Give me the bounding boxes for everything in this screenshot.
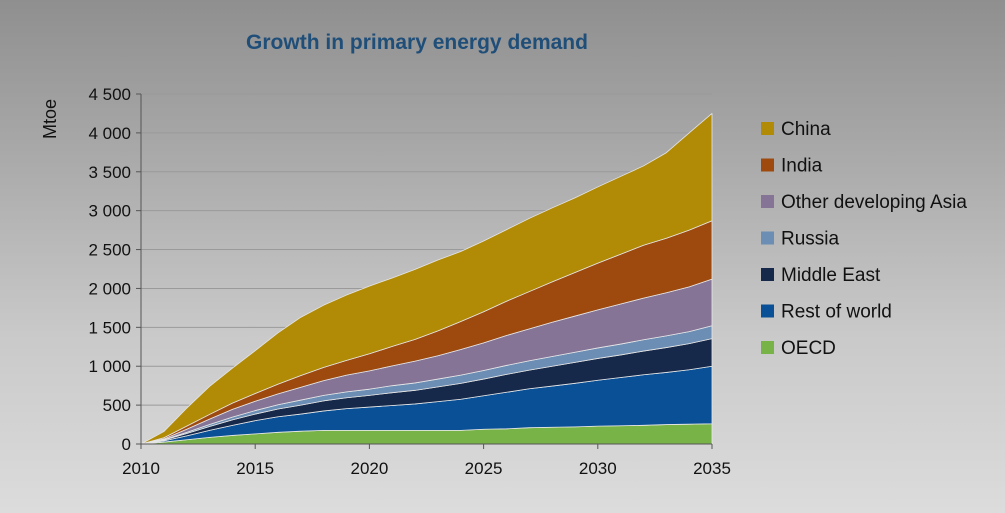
legend-label: Rest of world [781,302,892,323]
y-tick-label: 1 000 [88,357,131,376]
legend-item-china: China [761,119,831,140]
legend-swatch [761,158,774,172]
x-tick-label: 2015 [236,459,274,478]
legend-label: Russia [781,229,840,250]
legend-swatch [761,304,774,318]
legend-swatch [761,341,774,354]
y-tick-label: 3 000 [88,202,131,221]
legend-label: Other developing Asia [781,192,967,213]
y-tick-label: 500 [103,396,131,415]
legend-item-india: India [761,156,823,177]
x-tick-label: 2030 [579,459,617,478]
legend-label: Middle East [781,265,881,286]
x-tick-label: 2035 [693,459,731,478]
y-tick-label: 2 000 [88,279,131,298]
legend-item-middle-east: Middle East [761,265,881,286]
y-tick-labels: 0 500 1 000 1 500 2 000 2 500 3 000 3 500 4 000 4… [88,85,141,454]
legend-label: OECD [781,338,836,359]
y-tick-label: 3 500 [88,163,131,182]
axes [140,94,712,445]
y-tick-label: 0 [122,435,131,454]
legend-swatch [761,231,774,245]
y-tick-label: 4 500 [88,85,131,104]
chart-title: Growth in primary energy demand [246,31,588,54]
x-tick-label: 2010 [122,459,160,478]
legend-label: India [781,156,823,177]
area-china [140,113,713,445]
legend-item-rest-of-world: Rest of world [761,302,892,323]
legend-label: China [781,119,831,140]
legend-item-oecd: OECD [761,338,836,359]
x-tick-label: 2025 [465,459,503,478]
legend-item-russia: Russia [761,229,840,250]
x-tick-labels: 2010 2015 2020 2025 2030 2035 [122,444,731,478]
y-tick-label: 4 000 [88,124,131,143]
y-axis-label: Mtoe [40,99,60,139]
y-tick-label: 2 500 [88,241,131,260]
legend-swatch [761,195,774,208]
legend-swatch [761,122,774,135]
legend-swatch [761,268,774,281]
plot-areas [140,113,713,445]
x-tick-label: 2020 [350,459,388,478]
y-tick-label: 1 500 [88,318,131,337]
legend-item-other-developing-asia: Other developing Asia [761,192,967,213]
legend: China India Other developing Asia Russia Mid… [761,119,967,359]
